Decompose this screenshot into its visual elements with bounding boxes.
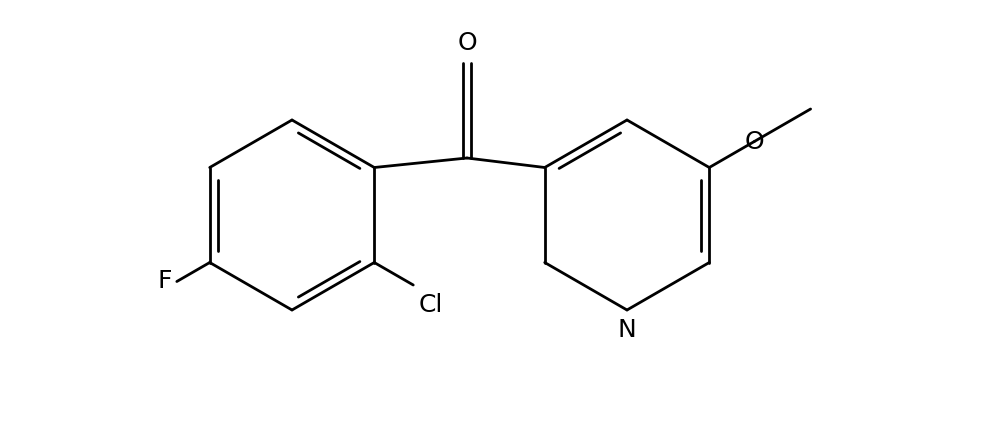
Text: O: O — [456, 31, 476, 55]
Text: Cl: Cl — [418, 293, 442, 317]
Text: N: N — [617, 318, 636, 342]
Text: F: F — [157, 270, 172, 294]
Text: O: O — [744, 130, 763, 154]
